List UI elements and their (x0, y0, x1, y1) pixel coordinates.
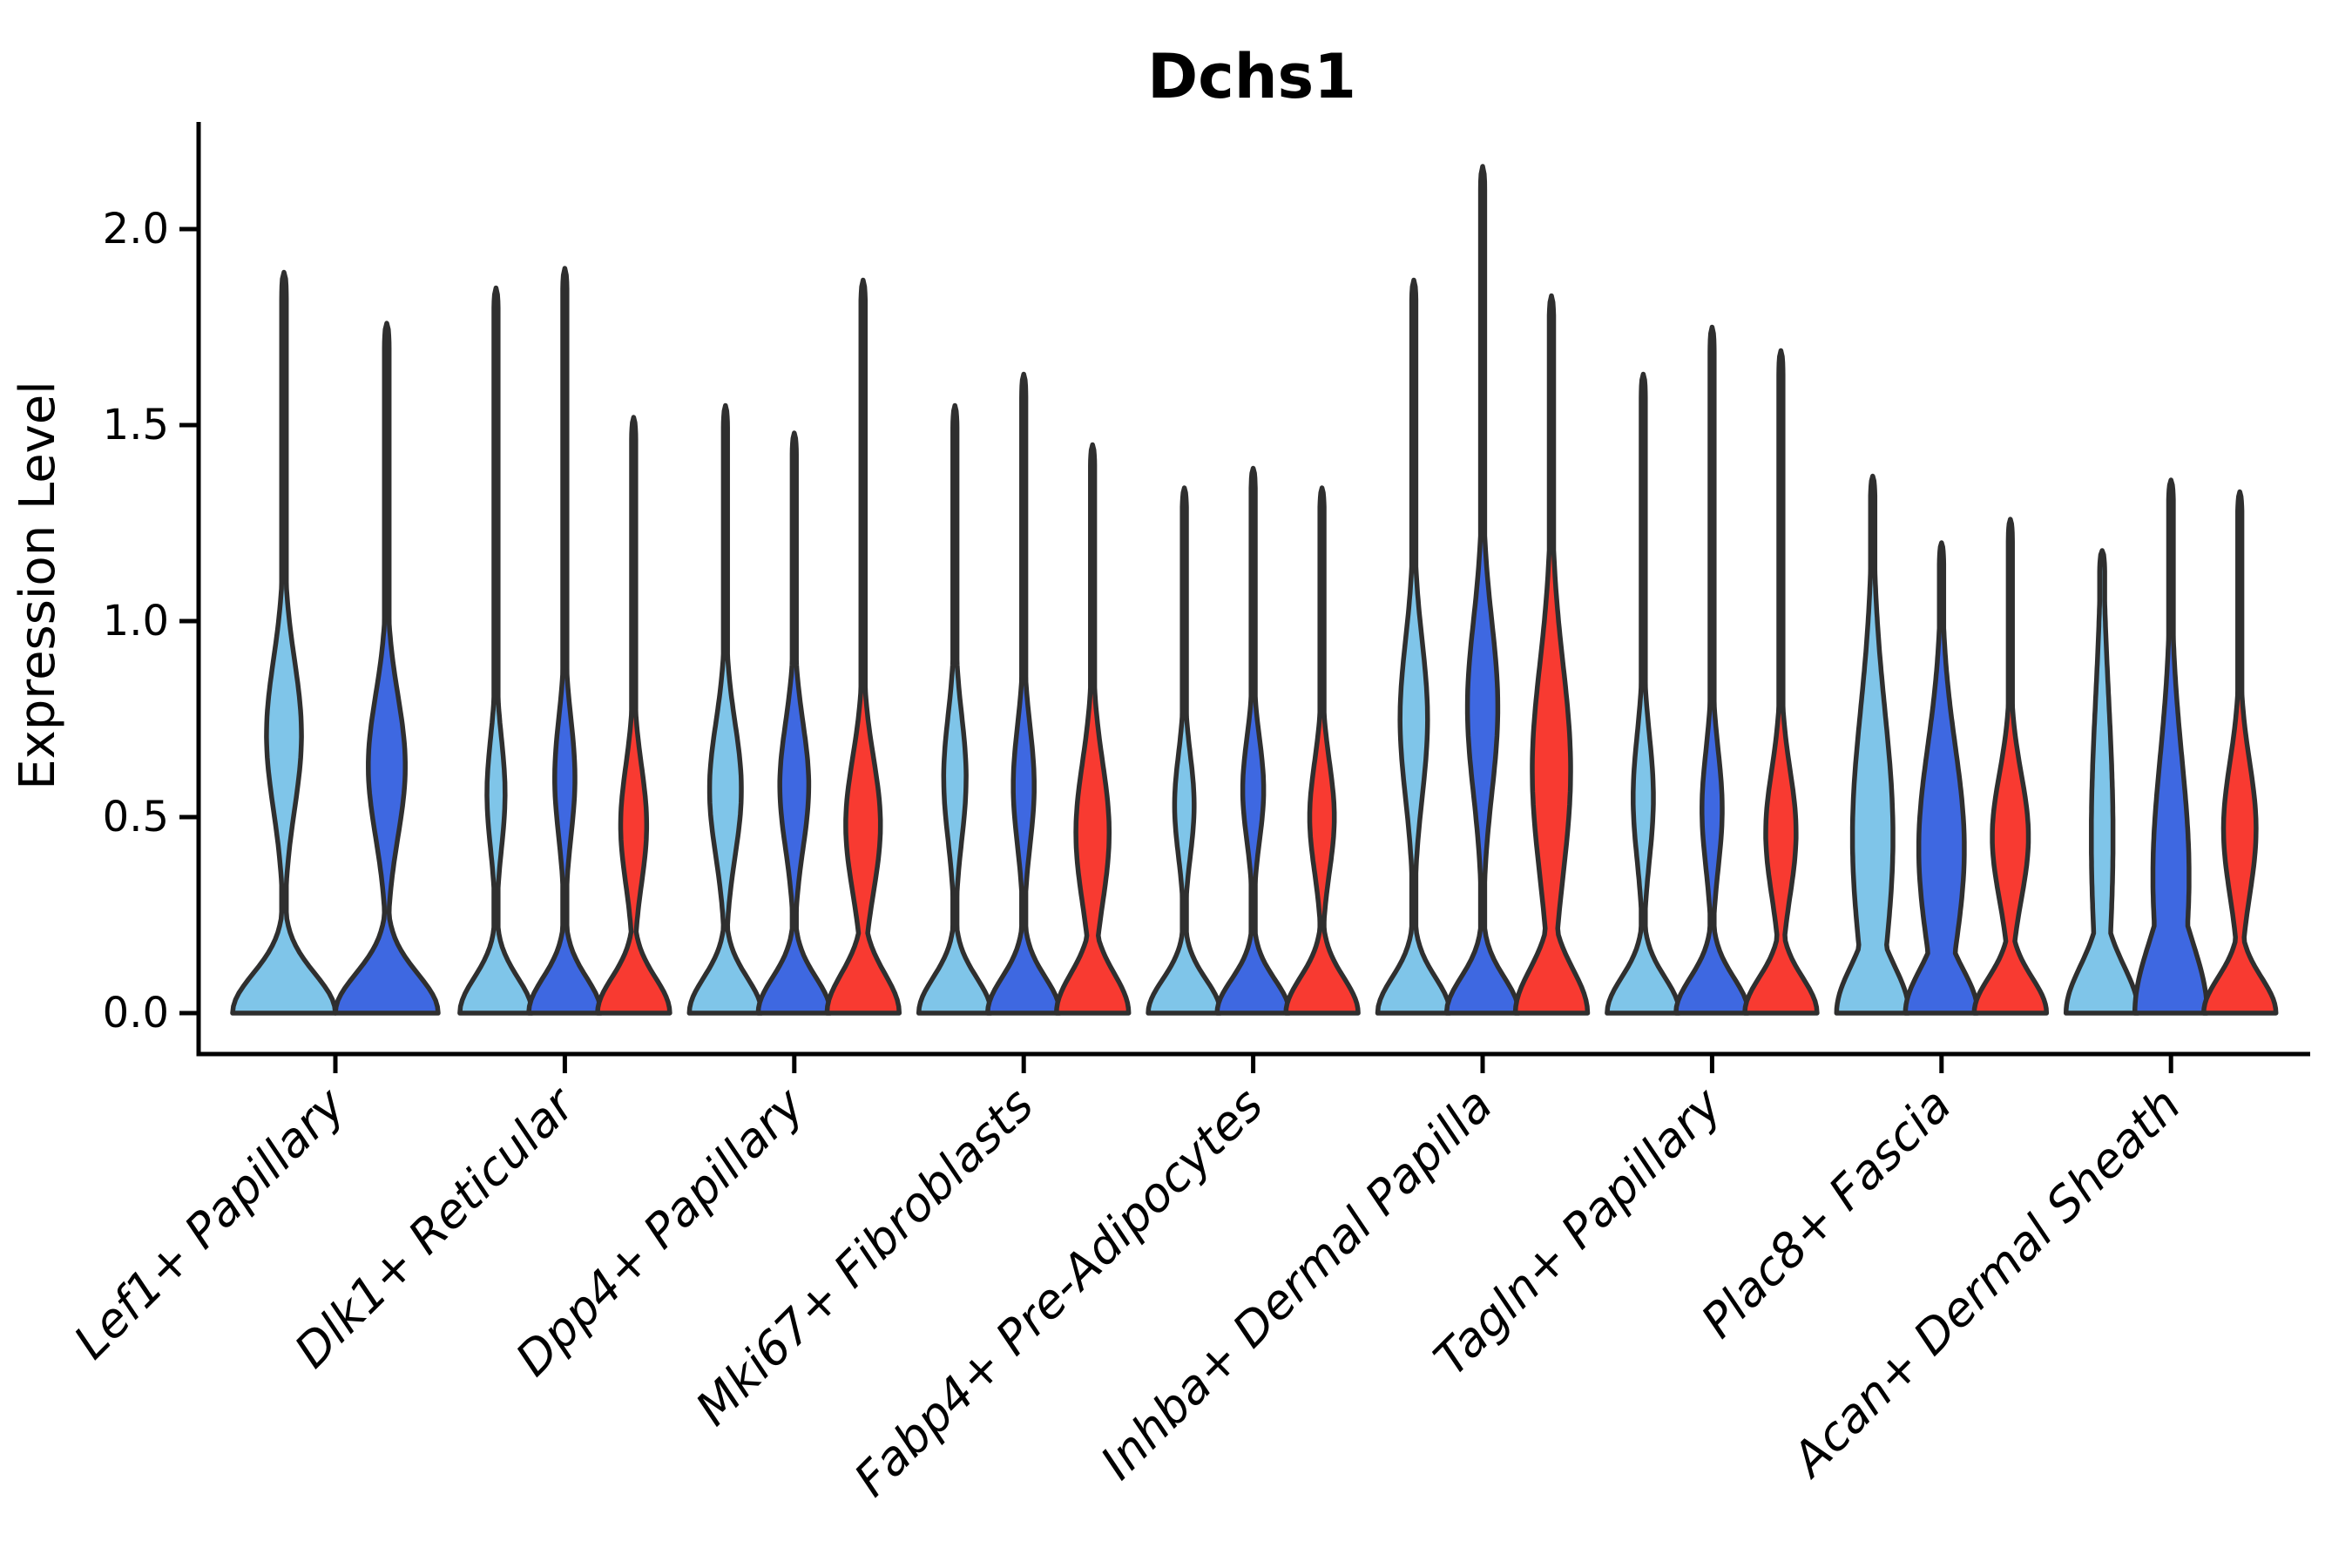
violin-dark_blue (1214, 465, 1292, 1016)
violin-light_blue (2063, 548, 2141, 1016)
violin-dark_blue (984, 371, 1063, 1016)
violin-red (1512, 293, 1591, 1016)
violin-dark_blue (1673, 324, 1751, 1016)
violin-red (2200, 489, 2279, 1016)
violin-light_blue (1375, 277, 1453, 1016)
y-tick-label: 1.0 (103, 597, 169, 645)
violin-dark_blue (1903, 540, 1981, 1016)
violin-red (1283, 485, 1361, 1016)
violin-red (1742, 348, 1820, 1016)
y-tick-label: 0.5 (103, 793, 169, 841)
violin-light_blue (1605, 371, 1682, 1016)
y-axis-label: Expression Level (10, 381, 66, 790)
violin-dark_blue (526, 266, 604, 1016)
chart-title: Dchs1 (1147, 41, 1356, 112)
violin-light_blue (916, 402, 994, 1016)
y-tick-label: 0.0 (103, 989, 169, 1037)
y-tick-label: 1.5 (103, 401, 169, 449)
violin-light_blue (230, 269, 338, 1016)
violins-layer (230, 164, 2279, 1016)
violin-light_blue (686, 402, 765, 1016)
violin-red (595, 415, 672, 1016)
violin-red (1053, 442, 1132, 1016)
violin-light_blue (1834, 473, 1912, 1016)
violin-red (824, 277, 902, 1016)
violin-dark_blue (755, 430, 834, 1016)
violin-dark_blue (2132, 477, 2210, 1016)
y-tick-label: 2.0 (103, 205, 169, 253)
violin-dark_blue (333, 321, 441, 1016)
violin-light_blue (1146, 485, 1223, 1016)
violin-dark_blue (1443, 164, 1522, 1016)
violin-light_blue (457, 285, 535, 1016)
violin-red (1971, 517, 2050, 1016)
